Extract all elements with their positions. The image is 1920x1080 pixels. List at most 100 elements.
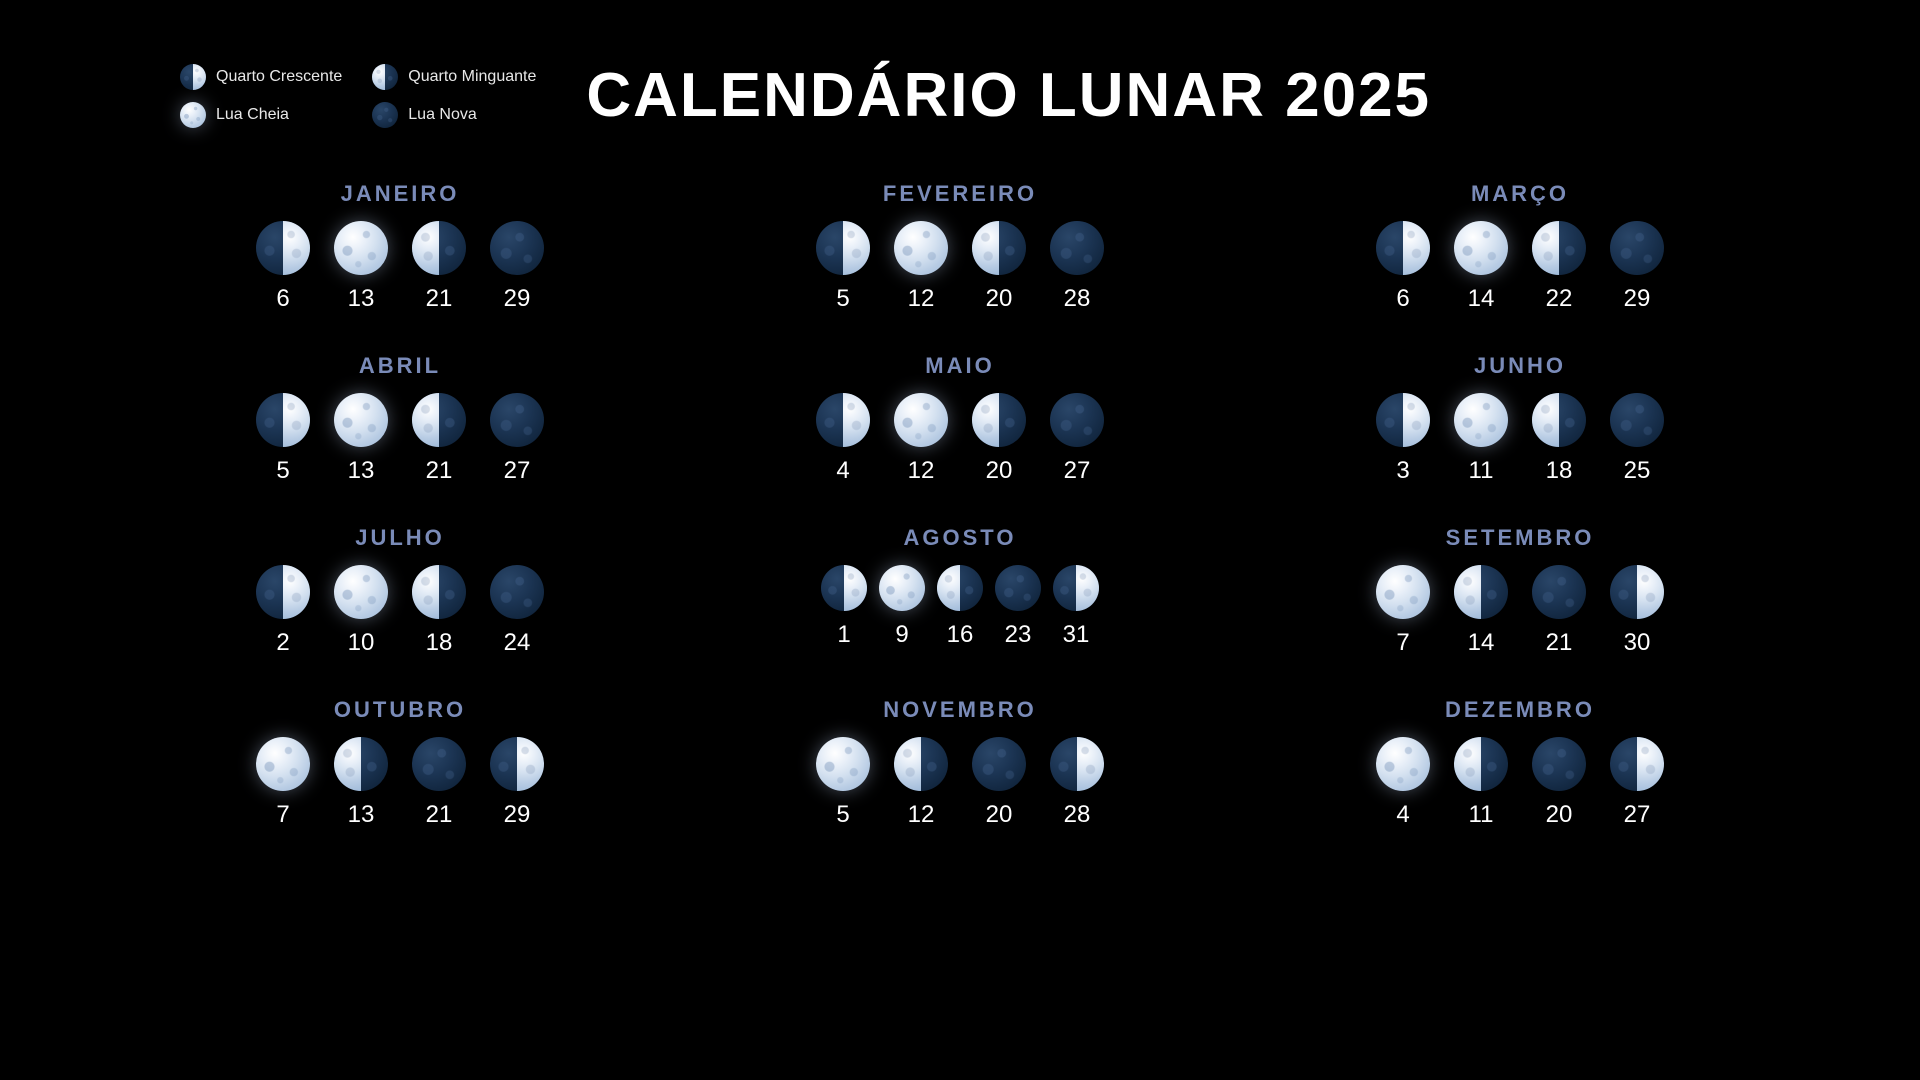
phase-cell: 7 (256, 737, 310, 829)
month-name: JULHO (355, 525, 445, 551)
phase-cell: 12 (894, 221, 948, 313)
moon-phase-icon-last (972, 393, 1026, 447)
phase-day: 21 (426, 801, 453, 829)
phases-row: 6142229 (1376, 221, 1664, 313)
phase-day: 18 (1546, 457, 1573, 485)
month-block: FEVEREIRO5122028 (740, 181, 1180, 313)
month-block: NOVEMBRO 5122028 (740, 697, 1180, 829)
header: Quarto Crescente Quarto Minguante Lua Chei… (180, 60, 1740, 131)
phase-cell: 6 (256, 221, 310, 313)
phase-day: 7 (1396, 629, 1409, 657)
legend-label: Quarto Minguante (408, 68, 536, 86)
phase-cell: 4 (816, 393, 870, 485)
moon-phase-icon-first (816, 221, 870, 275)
phases-row: 7132129 (256, 737, 544, 829)
moon-phase-icon-full (894, 221, 948, 275)
moon-phase-icon-first (821, 565, 867, 611)
phase-cell: 21 (1532, 565, 1586, 657)
phase-day: 2 (276, 629, 289, 657)
phases-row: 3111825 (1376, 393, 1664, 485)
moon-phase-icon-last (1532, 221, 1586, 275)
phase-cell: 18 (412, 565, 466, 657)
phase-cell: 21 (412, 221, 466, 313)
moon-phase-icon-new (1610, 393, 1664, 447)
moon-phase-icon-first (1376, 393, 1430, 447)
moon-phase-icon-full (894, 393, 948, 447)
moon-phase-icon-first (490, 737, 544, 791)
moon-phase-icon-last (1532, 393, 1586, 447)
phases-row: 19162331 (821, 565, 1099, 649)
moon-phase-icon-first (256, 393, 310, 447)
moon-phase-icon-new (972, 737, 1026, 791)
moon-phase-icon-first (1053, 565, 1099, 611)
month-block: AGOSTO19162331 (740, 525, 1180, 657)
month-block: SETEMBRO7142130 (1300, 525, 1740, 657)
moon-phase-icon-full (879, 565, 925, 611)
moon-phase-icon-first (180, 64, 206, 90)
phase-cell: 12 (894, 737, 948, 829)
month-name: DEZEMBRO (1445, 697, 1595, 723)
month-block: DEZEMBRO4112027 (1300, 697, 1740, 829)
phase-day: 1 (837, 621, 850, 649)
moon-phase-icon-new (412, 737, 466, 791)
moon-phase-icon-new (490, 565, 544, 619)
phase-day: 9 (895, 621, 908, 649)
phase-cell: 6 (1376, 221, 1430, 313)
month-name: ABRIL (359, 353, 441, 379)
phase-day: 29 (1624, 285, 1651, 313)
phase-cell: 27 (1050, 393, 1104, 485)
phase-day: 12 (908, 285, 935, 313)
moon-phase-icon-new (1050, 393, 1104, 447)
month-name: MARÇO (1471, 181, 1569, 207)
phase-day: 5 (836, 285, 849, 313)
phase-cell: 20 (972, 221, 1026, 313)
legend: Quarto Crescente Quarto Minguante Lua Chei… (180, 64, 536, 128)
phase-day: 20 (1546, 801, 1573, 829)
phase-cell: 24 (490, 565, 544, 657)
moon-phase-icon-last (334, 737, 388, 791)
month-block: MAIO4122027 (740, 353, 1180, 485)
phase-day: 6 (1396, 285, 1409, 313)
phase-day: 13 (348, 801, 375, 829)
phase-cell: 20 (972, 393, 1026, 485)
moon-phase-icon-full (1376, 565, 1430, 619)
moon-phase-icon-full (334, 221, 388, 275)
phase-day: 23 (1005, 621, 1032, 649)
phases-row: 5122028 (816, 737, 1104, 829)
phase-cell: 5 (816, 221, 870, 313)
month-name: SETEMBRO (1446, 525, 1595, 551)
phase-day: 22 (1546, 285, 1573, 313)
phase-cell: 20 (1532, 737, 1586, 829)
phase-cell: 1 (821, 565, 867, 649)
month-block: MARÇO6142229 (1300, 181, 1740, 313)
phase-day: 13 (348, 285, 375, 313)
legend-label: Lua Cheia (216, 106, 289, 124)
phase-cell: 13 (334, 221, 388, 313)
phase-cell: 27 (1610, 737, 1664, 829)
month-name: NOVEMBRO (883, 697, 1037, 723)
phase-cell: 25 (1610, 393, 1664, 485)
phase-day: 28 (1064, 801, 1091, 829)
phase-day: 24 (504, 629, 531, 657)
phase-cell: 18 (1532, 393, 1586, 485)
phase-day: 25 (1624, 457, 1651, 485)
phase-day: 10 (348, 629, 375, 657)
month-block: OUTUBRO7132129 (180, 697, 620, 829)
phase-day: 12 (908, 457, 935, 485)
phase-cell: 13 (334, 393, 388, 485)
phase-cell: 28 (1050, 221, 1104, 313)
phase-cell: 23 (995, 565, 1041, 649)
moon-phase-icon-full (816, 737, 870, 791)
phase-day: 5 (276, 457, 289, 485)
moon-phase-icon-first (1050, 737, 1104, 791)
moon-phase-icon-full (1454, 393, 1508, 447)
month-block: JUNHO3111825 (1300, 353, 1740, 485)
legend-label: Quarto Crescente (216, 68, 342, 86)
phase-cell: 2 (256, 565, 310, 657)
phase-day: 21 (426, 285, 453, 313)
phase-day: 18 (426, 629, 453, 657)
phase-cell: 11 (1454, 393, 1508, 485)
moon-phase-icon-last (412, 221, 466, 275)
moon-phase-icon-first (816, 393, 870, 447)
phases-row: 5132127 (256, 393, 544, 485)
